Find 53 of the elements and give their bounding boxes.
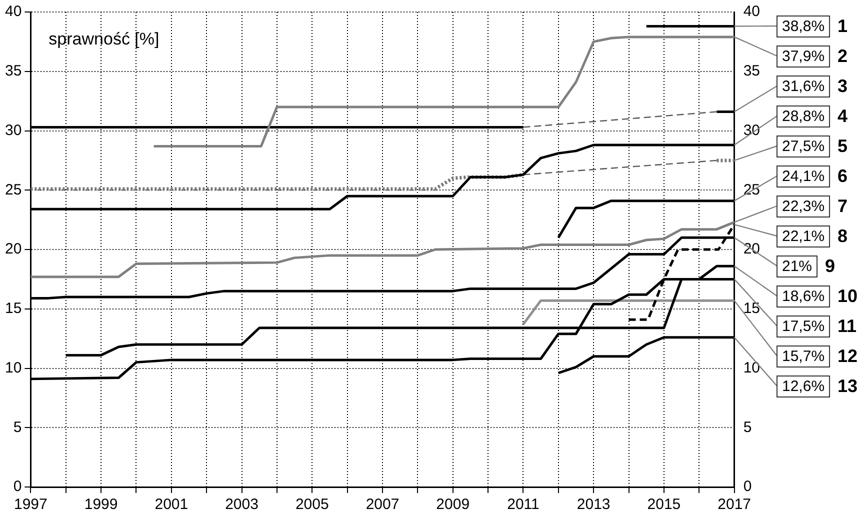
y2-tick-label: 30 — [743, 122, 760, 139]
data-label: 27,5% — [782, 138, 825, 156]
y-tick-label: 30 — [4, 122, 22, 139]
data-label: 31,6% — [782, 78, 825, 96]
data-label: 22,3% — [782, 198, 825, 216]
text: 10 — [838, 286, 858, 306]
x-tick-label: 2013 — [576, 496, 610, 514]
y-tick-label: 40 — [4, 3, 22, 20]
y-tick-label: 35 — [4, 62, 22, 80]
y2-tick-label: 0 — [743, 478, 752, 496]
x-tick-label: 2001 — [154, 496, 188, 514]
data-label: 12,6% — [782, 378, 825, 396]
x-tick-label: 2005 — [295, 496, 329, 514]
y-axis-title: sprawność [%] — [48, 30, 160, 49]
x-tick-label: 2003 — [225, 496, 258, 514]
data-label: 22,1% — [782, 228, 825, 246]
text: 5 — [838, 136, 848, 156]
x-tick-label: 1999 — [84, 496, 118, 514]
text: 3 — [838, 76, 848, 96]
x-tick-label: 2017 — [718, 496, 752, 514]
y-tick-label: 10 — [4, 359, 22, 376]
data-label: 38,8% — [782, 18, 825, 36]
data-label: 24,1% — [782, 168, 825, 186]
data-label: 15,7% — [782, 348, 825, 366]
y-tick-label: 20 — [4, 240, 22, 258]
y2-tick-label: 40 — [743, 3, 760, 20]
text: 7 — [838, 196, 848, 216]
text: 11 — [838, 316, 857, 336]
text: 12 — [838, 346, 858, 366]
data-label: 28,8% — [782, 108, 825, 126]
data-label: 21% — [782, 258, 812, 276]
y-tick-label: 5 — [13, 418, 22, 436]
x-tick-label: 2015 — [647, 496, 681, 514]
x-tick-label: 2007 — [366, 496, 400, 514]
x-tick-label: 2011 — [507, 496, 540, 514]
text: 4 — [838, 106, 848, 126]
y2-tick-label: 15 — [743, 300, 760, 318]
text: 1 — [838, 16, 848, 36]
text: 2 — [838, 46, 848, 66]
x-tick-label: 2009 — [436, 496, 470, 514]
y-tick-label: 15 — [4, 300, 22, 318]
data-label: 37,9% — [782, 48, 825, 66]
text: 8 — [838, 226, 848, 246]
y2-tick-label: 5 — [743, 418, 752, 436]
data-label: 17,5% — [782, 318, 825, 336]
y-tick-label: 25 — [4, 181, 22, 198]
data-label: 18,6% — [782, 288, 825, 306]
y2-tick-label: 35 — [743, 62, 760, 80]
text: 9 — [825, 256, 836, 276]
y-tick-label: 0 — [13, 478, 22, 496]
x-tick-label: 1997 — [14, 496, 48, 514]
text: 6 — [838, 166, 848, 186]
text: 13 — [838, 376, 858, 396]
